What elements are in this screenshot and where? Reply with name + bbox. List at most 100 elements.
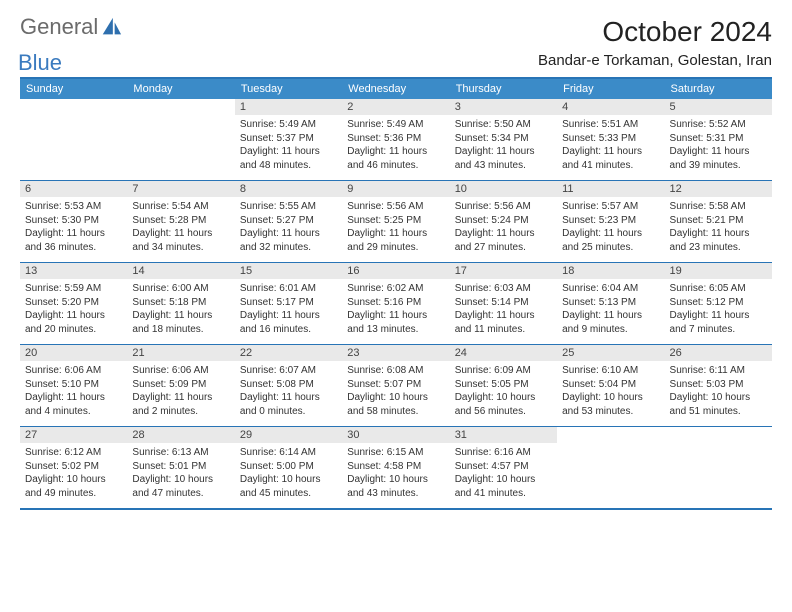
calendar-cell: 6Sunrise: 5:53 AMSunset: 5:30 PMDaylight…: [20, 181, 127, 262]
day-number: 1: [235, 99, 342, 115]
daylight-text: Daylight: 10 hours and 47 minutes.: [132, 473, 229, 500]
daylight-text: Daylight: 11 hours and 9 minutes.: [562, 309, 659, 336]
daylight-text: Daylight: 11 hours and 29 minutes.: [347, 227, 444, 254]
sunrise-text: Sunrise: 6:06 AM: [132, 364, 229, 378]
daylight-text: Daylight: 11 hours and 34 minutes.: [132, 227, 229, 254]
sunrise-text: Sunrise: 6:13 AM: [132, 446, 229, 460]
day-header: Sunday: [20, 79, 127, 99]
sunset-text: Sunset: 5:17 PM: [240, 296, 337, 310]
day-number: 21: [127, 345, 234, 361]
day-number: 11: [557, 181, 664, 197]
daylight-text: Daylight: 10 hours and 58 minutes.: [347, 391, 444, 418]
day-header: Wednesday: [342, 79, 449, 99]
cell-body: Sunrise: 6:09 AMSunset: 5:05 PMDaylight:…: [450, 361, 557, 426]
daylight-text: Daylight: 11 hours and 4 minutes.: [25, 391, 122, 418]
day-header: Friday: [557, 79, 664, 99]
calendar-cell: 8Sunrise: 5:55 AMSunset: 5:27 PMDaylight…: [235, 181, 342, 262]
cell-body: Sunrise: 6:12 AMSunset: 5:02 PMDaylight:…: [20, 443, 127, 508]
cell-body: Sunrise: 6:06 AMSunset: 5:09 PMDaylight:…: [127, 361, 234, 426]
sunset-text: Sunset: 5:20 PM: [25, 296, 122, 310]
cell-body: [557, 443, 664, 501]
day-number: 14: [127, 263, 234, 279]
sunrise-text: Sunrise: 6:09 AM: [455, 364, 552, 378]
sunrise-text: Sunrise: 5:51 AM: [562, 118, 659, 132]
sunrise-text: Sunrise: 6:00 AM: [132, 282, 229, 296]
sunset-text: Sunset: 5:23 PM: [562, 214, 659, 228]
day-header: Saturday: [665, 79, 772, 99]
day-number: 4: [557, 99, 664, 115]
cell-body: Sunrise: 6:00 AMSunset: 5:18 PMDaylight:…: [127, 279, 234, 344]
daylight-text: Daylight: 10 hours and 51 minutes.: [670, 391, 767, 418]
sunrise-text: Sunrise: 6:08 AM: [347, 364, 444, 378]
sunrise-text: Sunrise: 6:10 AM: [562, 364, 659, 378]
day-number: 24: [450, 345, 557, 361]
sunrise-text: Sunrise: 5:57 AM: [562, 200, 659, 214]
sunset-text: Sunset: 5:14 PM: [455, 296, 552, 310]
cell-body: Sunrise: 6:15 AMSunset: 4:58 PMDaylight:…: [342, 443, 449, 508]
sunset-text: Sunset: 5:04 PM: [562, 378, 659, 392]
day-number: 12: [665, 181, 772, 197]
cell-body: Sunrise: 5:49 AMSunset: 5:37 PMDaylight:…: [235, 115, 342, 180]
logo-text-general: General: [20, 16, 98, 38]
daylight-text: Daylight: 11 hours and 27 minutes.: [455, 227, 552, 254]
sunset-text: Sunset: 5:24 PM: [455, 214, 552, 228]
cell-body: Sunrise: 5:59 AMSunset: 5:20 PMDaylight:…: [20, 279, 127, 344]
calendar-cell: 1Sunrise: 5:49 AMSunset: 5:37 PMDaylight…: [235, 99, 342, 180]
location-subtitle: Bandar-e Torkaman, Golestan, Iran: [538, 52, 772, 69]
calendar-cell: 19Sunrise: 6:05 AMSunset: 5:12 PMDayligh…: [665, 263, 772, 344]
day-number: 10: [450, 181, 557, 197]
day-number: 28: [127, 427, 234, 443]
daylight-text: Daylight: 11 hours and 13 minutes.: [347, 309, 444, 336]
sunset-text: Sunset: 5:13 PM: [562, 296, 659, 310]
calendar-cell: 9Sunrise: 5:56 AMSunset: 5:25 PMDaylight…: [342, 181, 449, 262]
sunrise-text: Sunrise: 5:54 AM: [132, 200, 229, 214]
cell-body: [127, 115, 234, 173]
daylight-text: Daylight: 11 hours and 39 minutes.: [670, 145, 767, 172]
day-number: 5: [665, 99, 772, 115]
cell-body: Sunrise: 6:08 AMSunset: 5:07 PMDaylight:…: [342, 361, 449, 426]
calendar-cell: [127, 99, 234, 180]
calendar-cell: 17Sunrise: 6:03 AMSunset: 5:14 PMDayligh…: [450, 263, 557, 344]
cell-body: Sunrise: 6:11 AMSunset: 5:03 PMDaylight:…: [665, 361, 772, 426]
day-number: 3: [450, 99, 557, 115]
week-row: 13Sunrise: 5:59 AMSunset: 5:20 PMDayligh…: [20, 262, 772, 344]
calendar-cell: 23Sunrise: 6:08 AMSunset: 5:07 PMDayligh…: [342, 345, 449, 426]
cell-body: Sunrise: 5:50 AMSunset: 5:34 PMDaylight:…: [450, 115, 557, 180]
day-number: [127, 99, 234, 115]
day-number: 26: [665, 345, 772, 361]
calendar-cell: 20Sunrise: 6:06 AMSunset: 5:10 PMDayligh…: [20, 345, 127, 426]
sunset-text: Sunset: 5:05 PM: [455, 378, 552, 392]
cell-body: Sunrise: 5:56 AMSunset: 5:25 PMDaylight:…: [342, 197, 449, 262]
day-number: [557, 427, 664, 443]
cell-body: Sunrise: 5:57 AMSunset: 5:23 PMDaylight:…: [557, 197, 664, 262]
week-row: 6Sunrise: 5:53 AMSunset: 5:30 PMDaylight…: [20, 180, 772, 262]
cell-body: Sunrise: 6:04 AMSunset: 5:13 PMDaylight:…: [557, 279, 664, 344]
calendar-cell: 21Sunrise: 6:06 AMSunset: 5:09 PMDayligh…: [127, 345, 234, 426]
daylight-text: Daylight: 11 hours and 48 minutes.: [240, 145, 337, 172]
sunset-text: Sunset: 5:07 PM: [347, 378, 444, 392]
cell-body: Sunrise: 6:05 AMSunset: 5:12 PMDaylight:…: [665, 279, 772, 344]
sunset-text: Sunset: 5:34 PM: [455, 132, 552, 146]
calendar-cell: 15Sunrise: 6:01 AMSunset: 5:17 PMDayligh…: [235, 263, 342, 344]
sunset-text: Sunset: 4:58 PM: [347, 460, 444, 474]
calendar-cell: 25Sunrise: 6:10 AMSunset: 5:04 PMDayligh…: [557, 345, 664, 426]
calendar-cell: 22Sunrise: 6:07 AMSunset: 5:08 PMDayligh…: [235, 345, 342, 426]
cell-body: Sunrise: 5:58 AMSunset: 5:21 PMDaylight:…: [665, 197, 772, 262]
calendar-cell: 4Sunrise: 5:51 AMSunset: 5:33 PMDaylight…: [557, 99, 664, 180]
daylight-text: Daylight: 10 hours and 56 minutes.: [455, 391, 552, 418]
sunset-text: Sunset: 5:33 PM: [562, 132, 659, 146]
sunrise-text: Sunrise: 5:56 AM: [455, 200, 552, 214]
day-number: 23: [342, 345, 449, 361]
week-row: 1Sunrise: 5:49 AMSunset: 5:37 PMDaylight…: [20, 99, 772, 180]
calendar-cell: 31Sunrise: 6:16 AMSunset: 4:57 PMDayligh…: [450, 427, 557, 508]
page-title: October 2024: [538, 16, 772, 48]
header: General Blue October 2024 Bandar-e Torka…: [20, 16, 772, 69]
cell-body: Sunrise: 6:14 AMSunset: 5:00 PMDaylight:…: [235, 443, 342, 508]
sunset-text: Sunset: 5:12 PM: [670, 296, 767, 310]
calendar-cell: 11Sunrise: 5:57 AMSunset: 5:23 PMDayligh…: [557, 181, 664, 262]
sunset-text: Sunset: 5:18 PM: [132, 296, 229, 310]
day-header: Tuesday: [235, 79, 342, 99]
daylight-text: Daylight: 10 hours and 43 minutes.: [347, 473, 444, 500]
sunset-text: Sunset: 4:57 PM: [455, 460, 552, 474]
sunrise-text: Sunrise: 6:06 AM: [25, 364, 122, 378]
